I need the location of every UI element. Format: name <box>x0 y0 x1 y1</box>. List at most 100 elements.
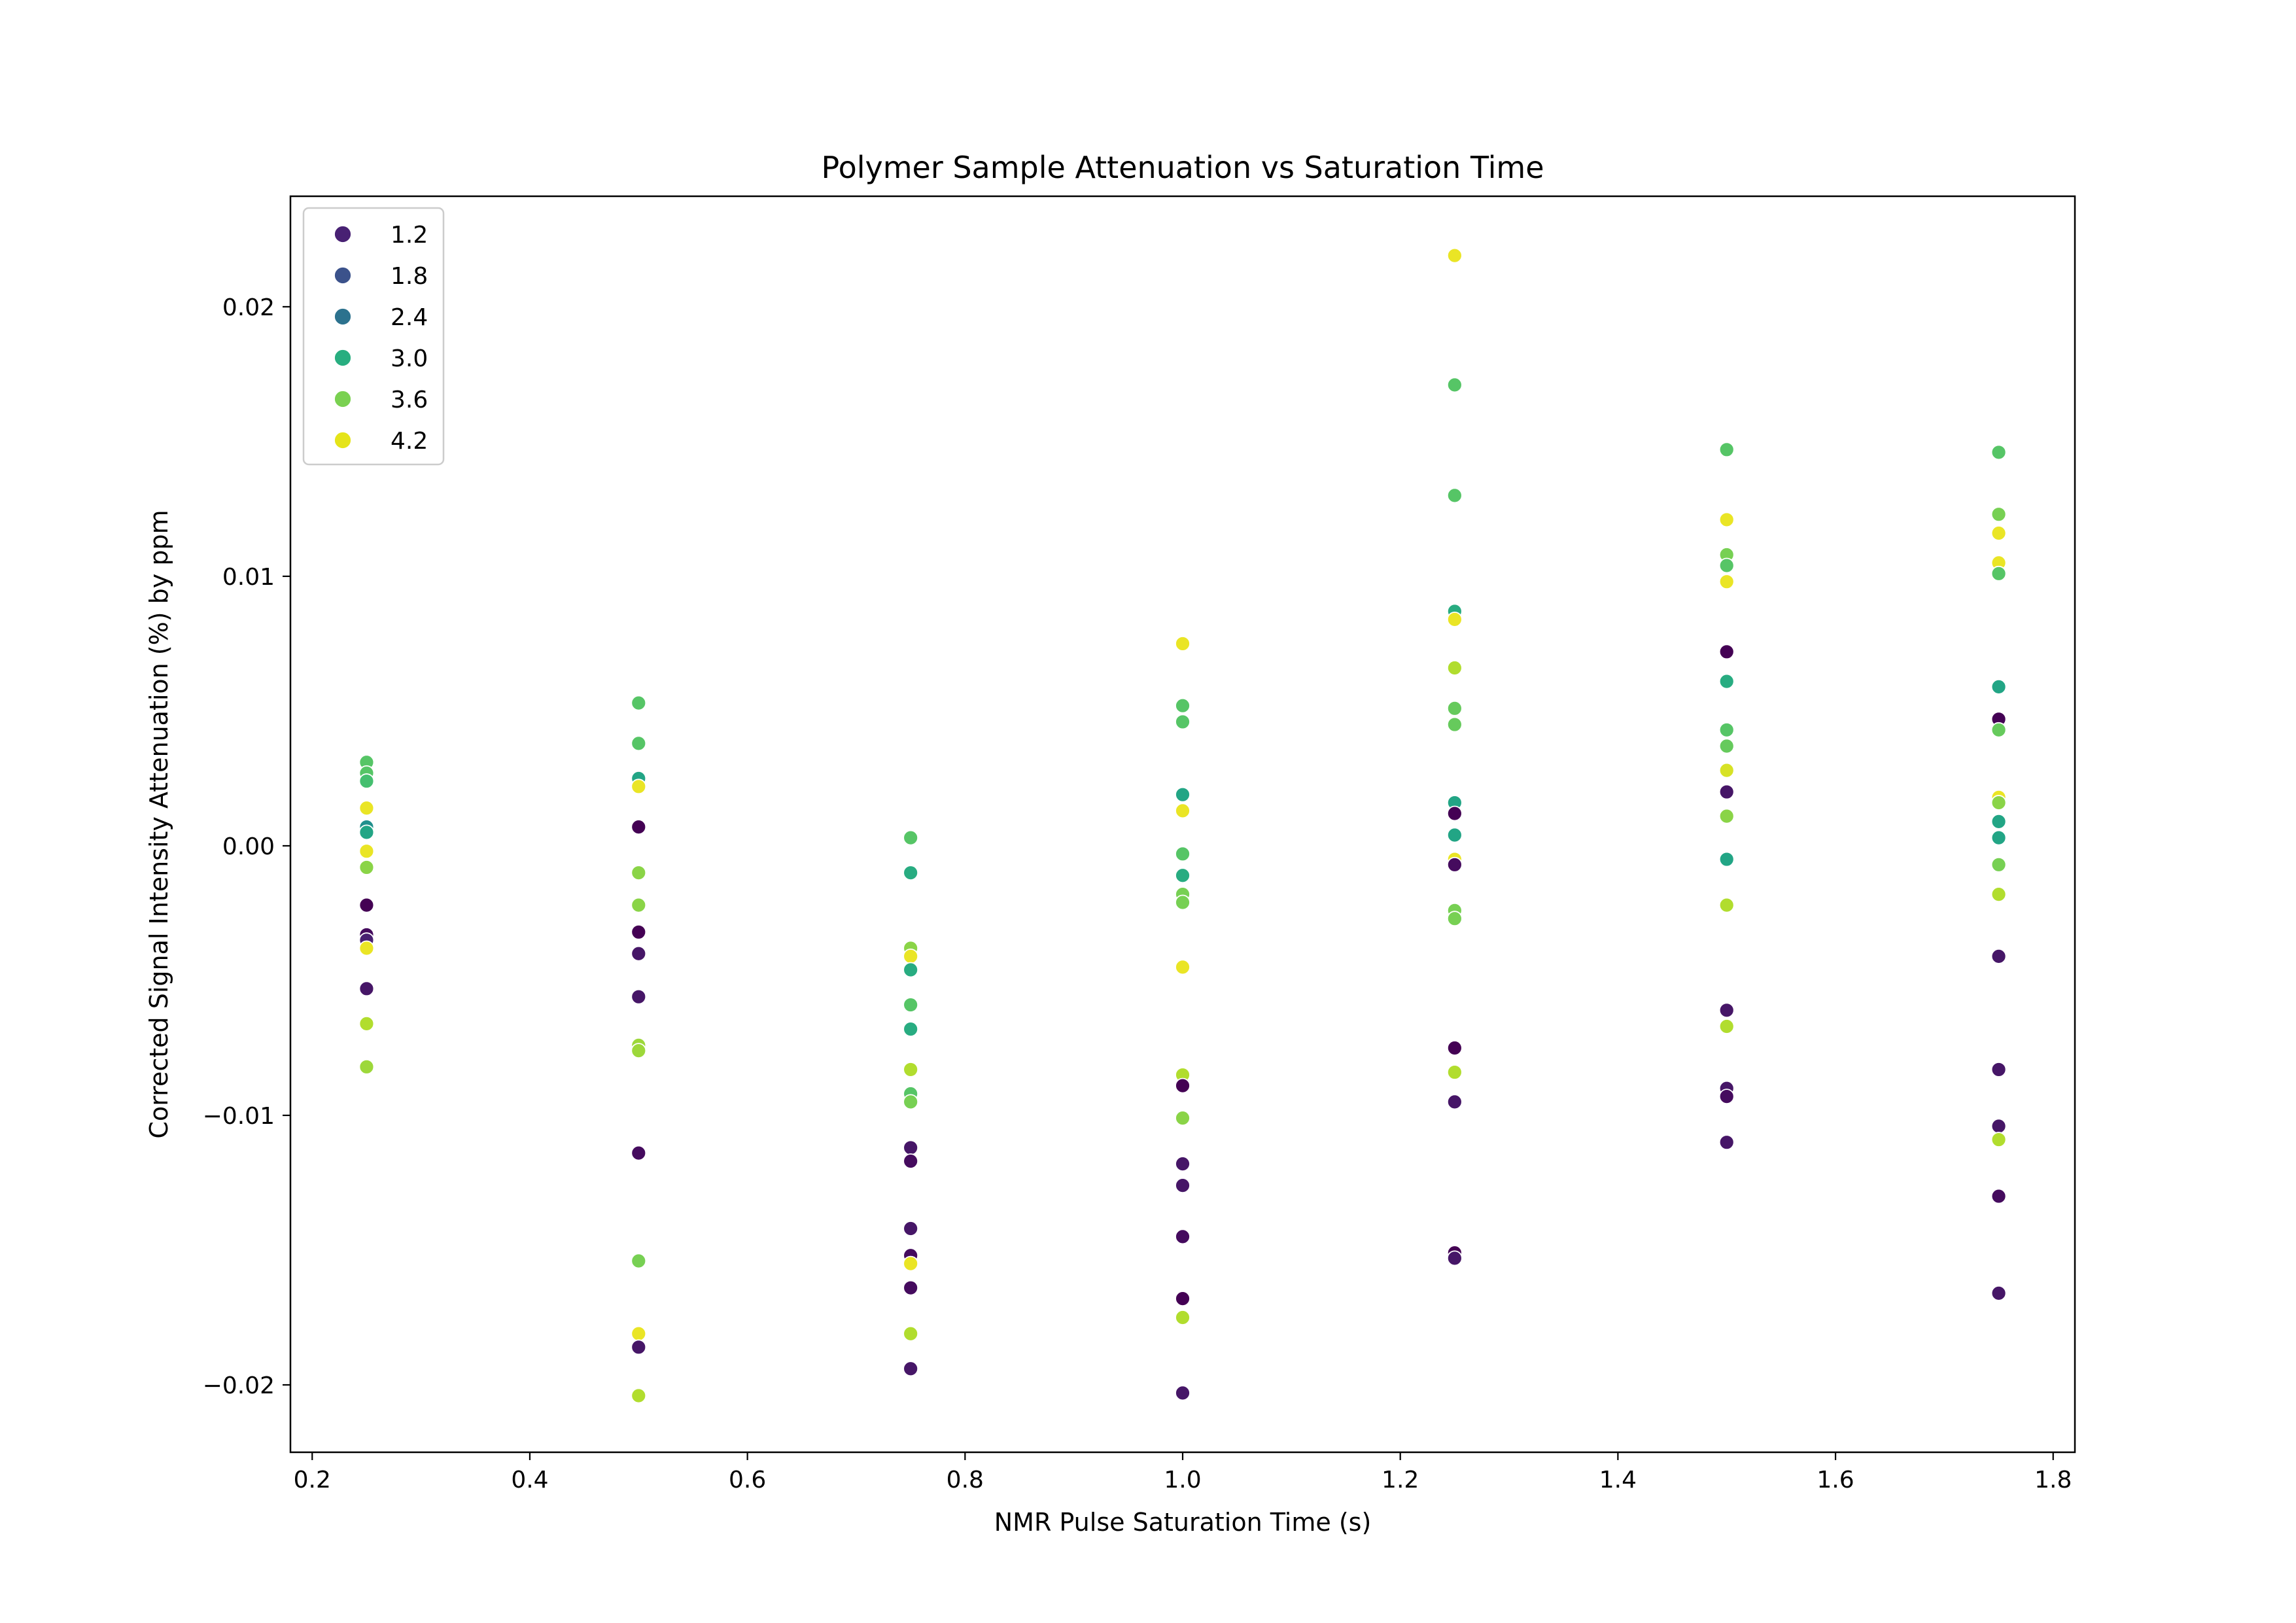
data-point <box>1991 1062 2007 1077</box>
data-point <box>1991 856 2007 873</box>
y-tick-label: 0.00 <box>222 833 275 860</box>
data-point <box>1718 808 1735 824</box>
legend-marker <box>334 390 352 408</box>
data-point <box>1991 444 2007 461</box>
data-point <box>1175 1385 1191 1401</box>
legend-label: 1.2 <box>391 222 428 249</box>
x-tick-label: 1.2 <box>1382 1467 1419 1493</box>
data-point <box>1446 911 1463 927</box>
data-point <box>1175 846 1191 862</box>
data-point <box>358 940 375 956</box>
data-point <box>1991 795 2007 811</box>
data-point <box>1175 959 1191 975</box>
data-point <box>358 1015 375 1032</box>
data-point <box>1446 1064 1463 1080</box>
data-point <box>1175 786 1191 803</box>
data-point <box>1718 1089 1735 1105</box>
data-point <box>1718 722 1735 738</box>
data-point <box>1718 1019 1735 1034</box>
legend-items: 1.2 1.8 2.4 3.0 3.6 4.2 <box>334 222 428 455</box>
data-point <box>1991 1188 2007 1204</box>
data-point <box>1175 636 1191 652</box>
data-point <box>358 773 375 789</box>
data-point <box>1446 377 1463 393</box>
data-point <box>1718 784 1735 800</box>
data-point <box>1175 1077 1191 1094</box>
legend-marker <box>334 266 352 285</box>
data-point <box>1446 660 1463 676</box>
y-tick-label: 0.01 <box>222 564 275 591</box>
x-tick-label: 0.6 <box>729 1467 766 1493</box>
legend-marker <box>334 307 352 326</box>
y-tick-label: 0.02 <box>222 294 275 321</box>
data-point <box>1446 1094 1463 1110</box>
data-point <box>631 1387 647 1404</box>
x-axis: 0.2 0.4 0.6 0.8 1.0 1.2 1.4 1.6 1.8 <box>294 1452 2072 1493</box>
data-point <box>903 1140 919 1156</box>
data-point <box>903 1153 919 1169</box>
data-point <box>1718 574 1735 590</box>
data-point <box>1718 673 1735 689</box>
data-point <box>1718 442 1735 458</box>
data-point <box>1446 1040 1463 1056</box>
x-tick-label: 1.6 <box>1817 1467 1854 1493</box>
data-point <box>358 843 375 860</box>
data-point <box>358 897 375 913</box>
data-point <box>1175 1110 1191 1126</box>
data-point <box>903 1021 919 1038</box>
data-point <box>1175 1229 1191 1245</box>
data-point <box>1718 644 1735 660</box>
data-point <box>358 800 375 816</box>
data-point <box>903 997 919 1013</box>
data-point <box>631 819 647 835</box>
data-point <box>631 1339 647 1355</box>
data-point <box>631 924 647 940</box>
data-point <box>1446 247 1463 264</box>
data-point <box>631 735 647 752</box>
data-point <box>631 778 647 795</box>
data-point <box>1718 851 1735 867</box>
legend-label: 3.6 <box>391 387 428 413</box>
data-point <box>1991 886 2007 903</box>
data-point <box>1991 506 2007 523</box>
data-point <box>631 897 647 913</box>
x-tick-label: 0.4 <box>511 1467 548 1493</box>
x-tick-label: 1.0 <box>1164 1467 1201 1493</box>
data-point <box>903 1062 919 1077</box>
data-point <box>1718 557 1735 574</box>
y-axis-label: Corrected Signal Intensity Attenuation (… <box>145 510 173 1138</box>
legend-marker <box>334 225 352 243</box>
data-point <box>1446 716 1463 733</box>
data-point <box>1991 829 2007 846</box>
data-point <box>903 865 919 881</box>
legend-label: 4.2 <box>391 428 428 455</box>
data-point <box>631 1325 647 1342</box>
data-point <box>358 824 375 841</box>
data-point <box>631 1043 647 1058</box>
data-point <box>1175 1291 1191 1307</box>
x-tick-label: 1.4 <box>1599 1467 1637 1493</box>
data-point <box>1175 714 1191 730</box>
data-point <box>1991 565 2007 582</box>
data-point <box>1991 813 2007 829</box>
data-point <box>1718 512 1735 528</box>
data-point <box>1175 1178 1191 1194</box>
legend-label: 1.8 <box>391 263 428 290</box>
data-point <box>1446 487 1463 504</box>
data-point <box>1175 697 1191 714</box>
data-point <box>903 1361 919 1377</box>
data-point <box>903 1255 919 1272</box>
x-axis-label: NMR Pulse Saturation Time (s) <box>994 1508 1372 1537</box>
legend-marker <box>334 349 352 367</box>
data-point <box>358 1058 375 1075</box>
x-tick-label: 0.8 <box>947 1467 984 1493</box>
data-point <box>631 1253 647 1269</box>
data-point <box>1991 678 2007 695</box>
data-point <box>1446 856 1463 873</box>
points-layer <box>358 247 2007 1404</box>
data-point <box>1446 611 1463 627</box>
data-point <box>1175 1156 1191 1172</box>
data-point <box>903 1325 919 1342</box>
data-point <box>631 945 647 962</box>
x-tick-label: 0.2 <box>294 1467 331 1493</box>
